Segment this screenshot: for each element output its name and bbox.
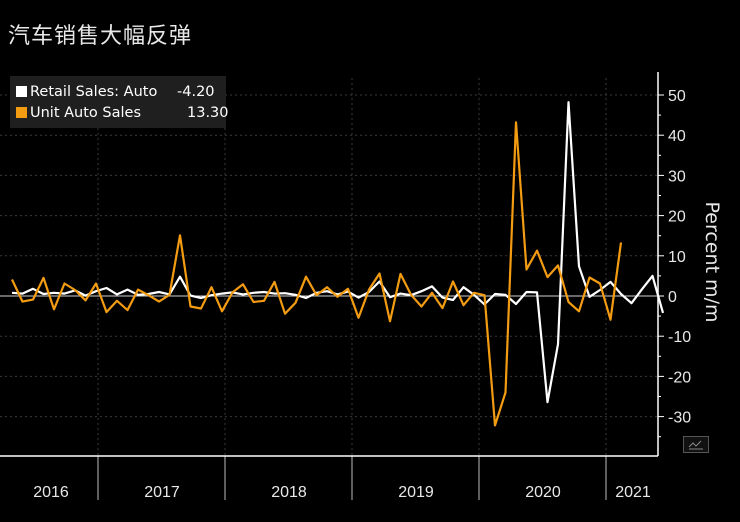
legend-item-retail: Retail Sales: Auto -4.20: [16, 84, 215, 104]
x-tick-label: 2016: [33, 484, 69, 501]
y-tick-label: 20: [668, 209, 686, 226]
legend-swatch-retail: [16, 86, 27, 97]
y-tick-label: 0: [668, 289, 677, 306]
legend-value-retail: -4.20: [177, 84, 215, 100]
y-tick-label: 10: [668, 249, 686, 266]
series-line-retail: [11, 101, 665, 404]
y-axis-label: Percent m/m: [701, 201, 723, 323]
y-tick-label: 50: [668, 88, 686, 105]
legend: Retail Sales: Auto -4.20 Unit Auto Sales…: [10, 76, 229, 128]
x-grid: [97, 78, 607, 500]
x-tick-label: 2018: [271, 484, 307, 501]
legend-label-retail: Retail Sales: Auto: [30, 84, 158, 100]
chart-grid: [0, 94, 658, 418]
series-layer: [11, 101, 665, 427]
x-tick-label: 2019: [398, 484, 434, 501]
y-tick-label: -20: [668, 369, 691, 386]
y-ticks: -30 -20 -10 0 10 20 30 40 50: [658, 88, 691, 438]
x-tick-label: 2020: [525, 484, 561, 501]
x-tick-label: 2017: [144, 484, 180, 501]
y-tick-label: -30: [668, 410, 691, 427]
legend-label-unit: Unit Auto Sales: [30, 105, 141, 121]
y-tick-label: -10: [668, 329, 691, 346]
series-line-unit: [11, 121, 623, 427]
year-labels: 2016 2017 2018 2019 2020 2021: [33, 484, 651, 501]
chart-tool-icon[interactable]: [683, 436, 709, 453]
legend-swatch-unit: [16, 107, 27, 118]
y-tick-label: 40: [668, 128, 686, 145]
chart-title: 汽车销售大幅反弹: [8, 24, 193, 49]
legend-value-unit: 13.30: [187, 105, 229, 121]
y-tick-label: 30: [668, 168, 686, 185]
legend-item-unit: Unit Auto Sales 13.30: [16, 105, 229, 125]
x-tick-label: 2021: [615, 484, 651, 501]
